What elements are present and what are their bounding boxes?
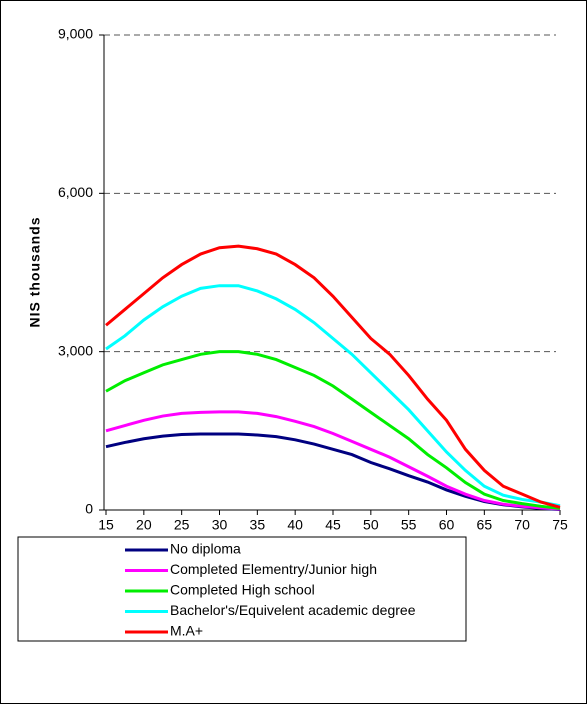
data-line [105, 410, 561, 511]
data-line [105, 244, 561, 509]
y-tick-label: 3,000 [58, 342, 93, 358]
x-tick-label: 65 [477, 517, 493, 533]
legend-label: Bachelor's/Equivelent academic degree [170, 602, 416, 618]
data-line [105, 350, 561, 510]
legend-label: Completed Elementry/Junior high [170, 561, 377, 577]
x-tick-label: 45 [325, 517, 341, 533]
x-tick-label: 35 [250, 517, 266, 533]
legend-label: M.A+ [170, 623, 203, 639]
x-tick-label: 50 [363, 517, 379, 533]
x-tick-label: 55 [401, 517, 417, 533]
x-tick-label: 70 [514, 517, 530, 533]
x-tick-label: 60 [439, 517, 455, 533]
x-tick-label: 30 [212, 517, 228, 533]
x-tick-label: 15 [98, 517, 114, 533]
x-tick-label: 40 [287, 517, 303, 533]
x-tick-label: 25 [174, 517, 190, 533]
y-axis-title: NIS thousands [27, 216, 43, 327]
legend-label: No diploma [170, 541, 241, 557]
x-tick-label: 20 [136, 517, 152, 533]
legend-label: Completed High school [170, 582, 315, 598]
legend-box [17, 536, 467, 642]
x-tick-label: 75 [552, 517, 568, 533]
y-tick-label: 9,000 [58, 26, 93, 42]
y-tick-label: 6,000 [58, 184, 93, 200]
data-line [105, 284, 561, 508]
y-tick-label: 0 [85, 501, 93, 517]
